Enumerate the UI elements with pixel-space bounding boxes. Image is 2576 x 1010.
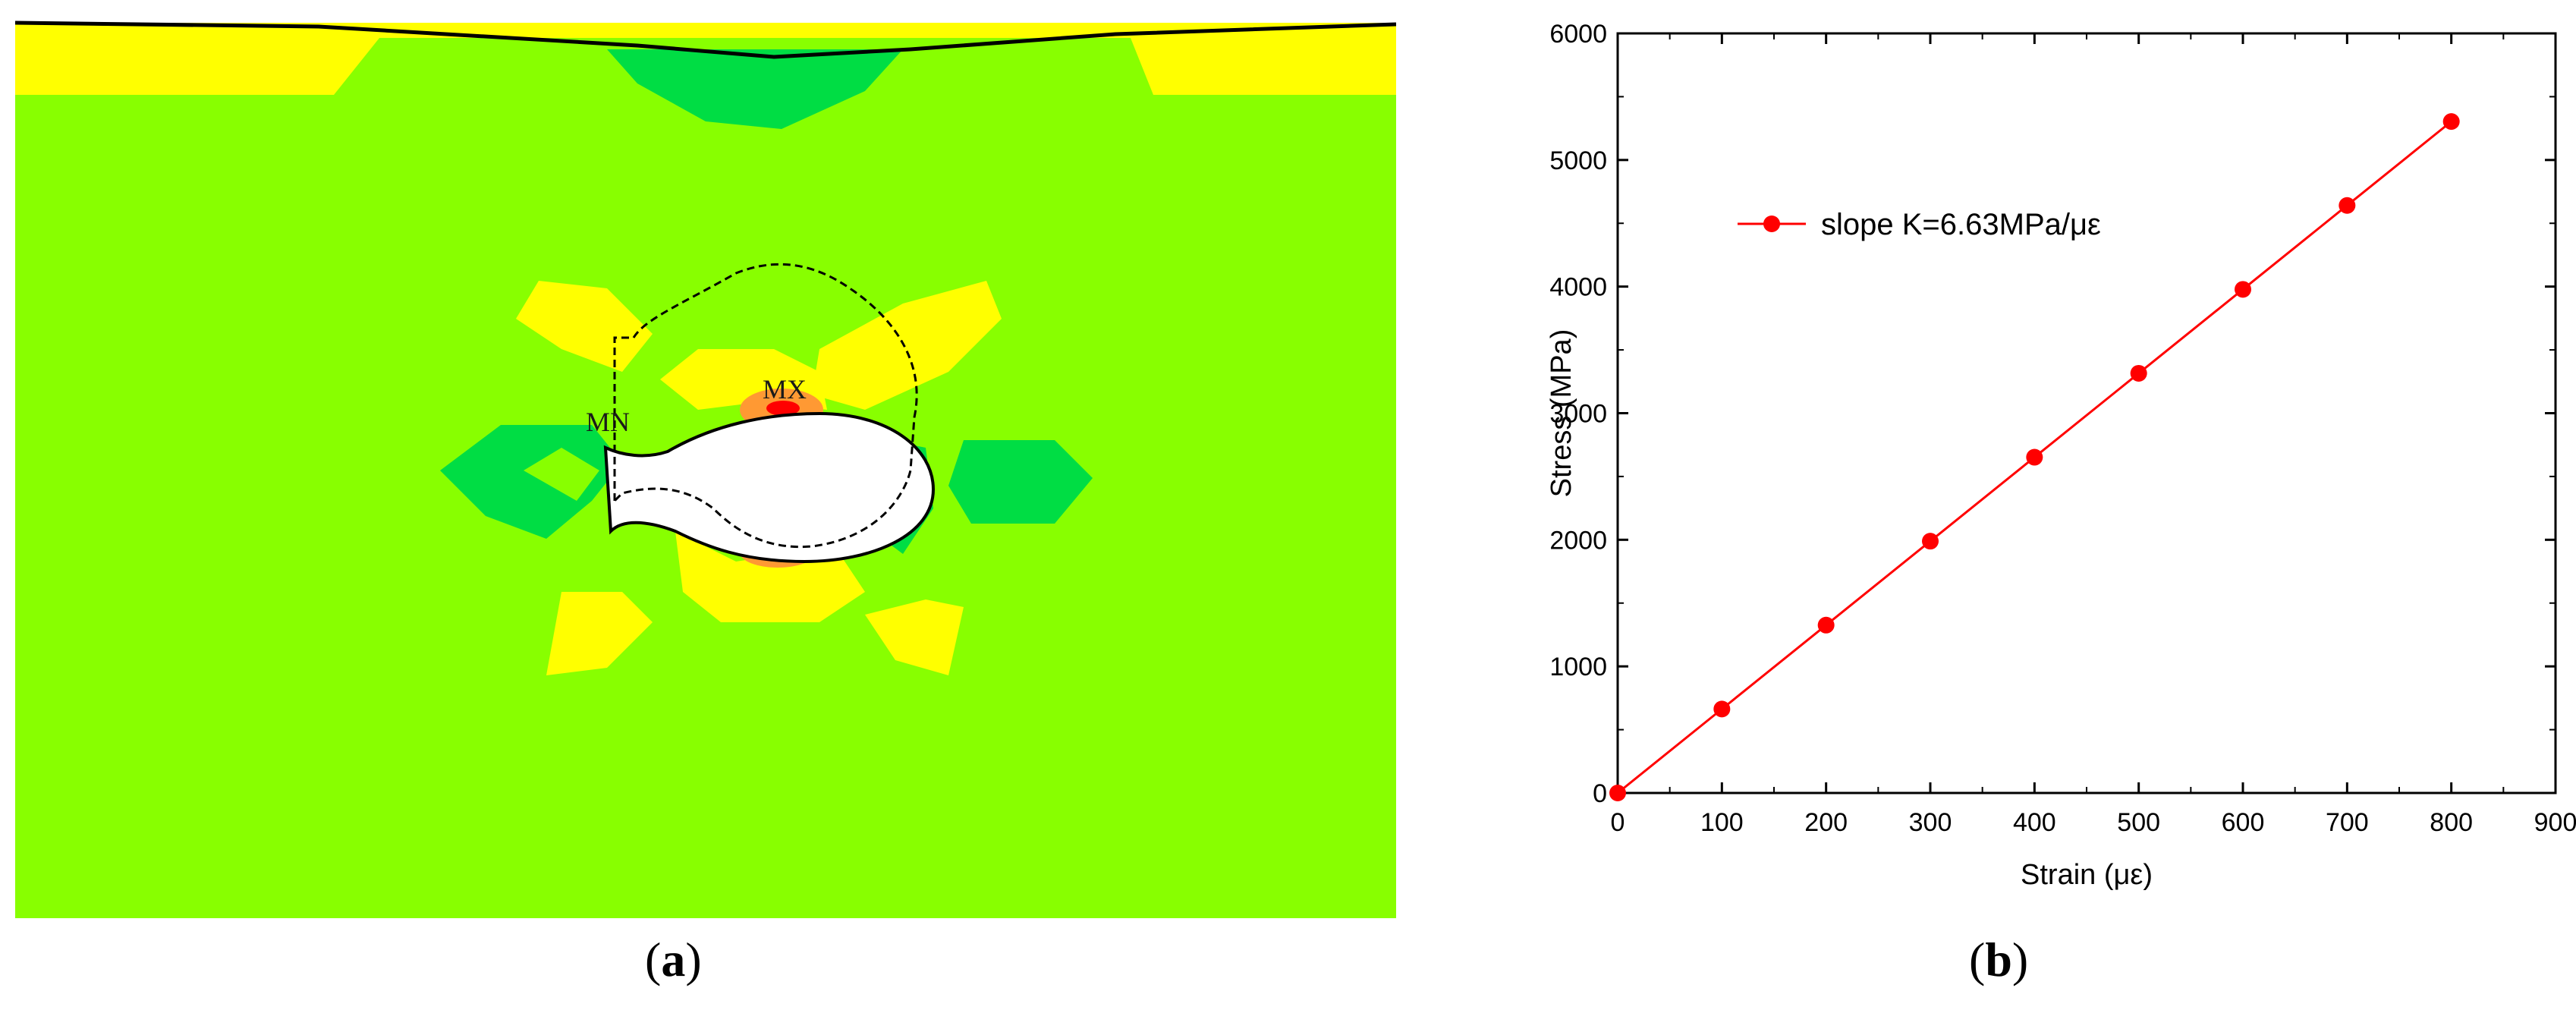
plot-area: 0 100 200 300 400 500 600 700 800 900 0 1000 2000 300… — [1546, 20, 2576, 891]
y-tick-label: 1000 — [1549, 653, 1607, 681]
data-point — [1817, 616, 1835, 634]
data-point — [2026, 448, 2043, 466]
contour-lobe-lower-left — [546, 592, 653, 675]
data-point — [2442, 113, 2460, 131]
x-tick-label: 500 — [2117, 808, 2160, 837]
legend-label: slope K=6.63MPa/με — [1821, 208, 2101, 241]
contour-plot: MX MN — [15, 20, 1396, 918]
caption-b-letter: b — [1985, 933, 2012, 986]
x-tick-label: 600 — [2222, 808, 2265, 837]
data-point — [2130, 364, 2147, 382]
data-point — [1922, 533, 1939, 550]
x-tick-label: 400 — [2013, 808, 2056, 837]
x-tick-label: 100 — [1700, 808, 1744, 837]
min-label: MN — [586, 407, 630, 437]
data-point — [1609, 785, 1626, 801]
y-tick-label: 0 — [1593, 779, 1607, 808]
legend-marker — [1763, 216, 1780, 232]
y-tick-label: 4000 — [1549, 273, 1607, 302]
x-tick-label: 300 — [1909, 808, 1952, 837]
x-tick-label: 700 — [2326, 808, 2369, 837]
y-tick-label: 5000 — [1549, 146, 1607, 175]
stress-strain-chart: 0 100 200 300 400 500 600 700 800 900 0 1000 2000 300… — [1546, 20, 2576, 891]
contour-lobe-upper-right — [812, 281, 1002, 410]
y-tick-label: 2000 — [1549, 526, 1607, 555]
y-axis-title: Stress (MPa) — [1546, 329, 1577, 498]
contour-lobe-lower-right — [865, 599, 964, 675]
x-tick-label: 800 — [2430, 808, 2473, 837]
deformed-outline — [613, 263, 918, 549]
max-label: MX — [763, 374, 807, 404]
caption-b: (b) — [1969, 933, 2029, 986]
contour-top-dark-green — [607, 49, 903, 129]
x-tick-label: 900 — [2534, 808, 2576, 837]
contour-top-green-left — [15, 46, 395, 95]
y-tick-label: 6000 — [1549, 20, 1607, 49]
contour-hotspot-top-core — [766, 401, 800, 416]
contour-lobe-upper-left — [516, 281, 653, 372]
contour-green-left-inner — [524, 448, 599, 501]
contour-green-left — [440, 425, 622, 539]
caption-a: (a) — [645, 933, 702, 986]
x-tick-label: 200 — [1804, 808, 1848, 837]
contour-green-right — [948, 440, 1093, 524]
data-point — [1713, 700, 1731, 718]
y-tick-label: 3000 — [1549, 400, 1607, 429]
cavity-shape — [603, 411, 936, 564]
x-tick-label: 0 — [1611, 808, 1625, 837]
data-point — [2339, 197, 2356, 214]
surface-line — [15, 20, 1396, 59]
caption-a-letter: a — [661, 933, 686, 986]
data-point — [2235, 281, 2251, 298]
x-axis-title: Strain (με) — [2021, 859, 2153, 891]
